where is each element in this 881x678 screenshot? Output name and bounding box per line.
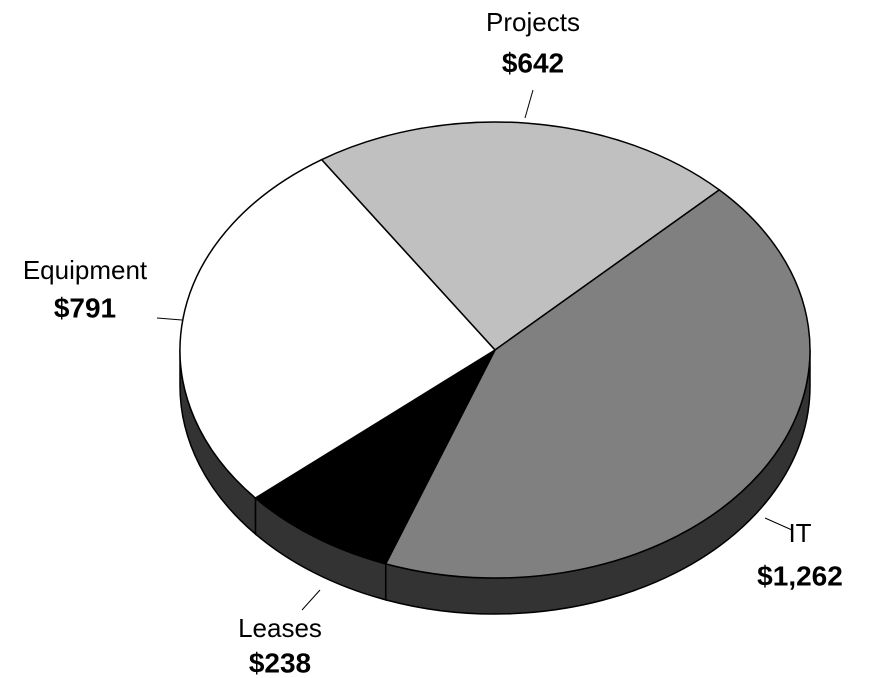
value-label: $791: [54, 292, 116, 323]
slice: [320, 121, 721, 351]
slice-label: Projects: [486, 7, 580, 37]
slice-label: IT: [788, 518, 811, 548]
value-label: $1,262: [757, 560, 843, 591]
slice-label: Leases: [238, 613, 322, 643]
slice: [384, 188, 811, 579]
value-label: $238: [249, 647, 311, 678]
value-label: $642: [502, 47, 564, 78]
leader-line: [156, 317, 183, 321]
leader-line: [301, 589, 321, 611]
slice: [179, 158, 497, 499]
leader-line: [764, 517, 793, 531]
slice: [254, 347, 497, 565]
leader-line: [524, 89, 534, 119]
slice-label: Equipment: [23, 255, 148, 285]
